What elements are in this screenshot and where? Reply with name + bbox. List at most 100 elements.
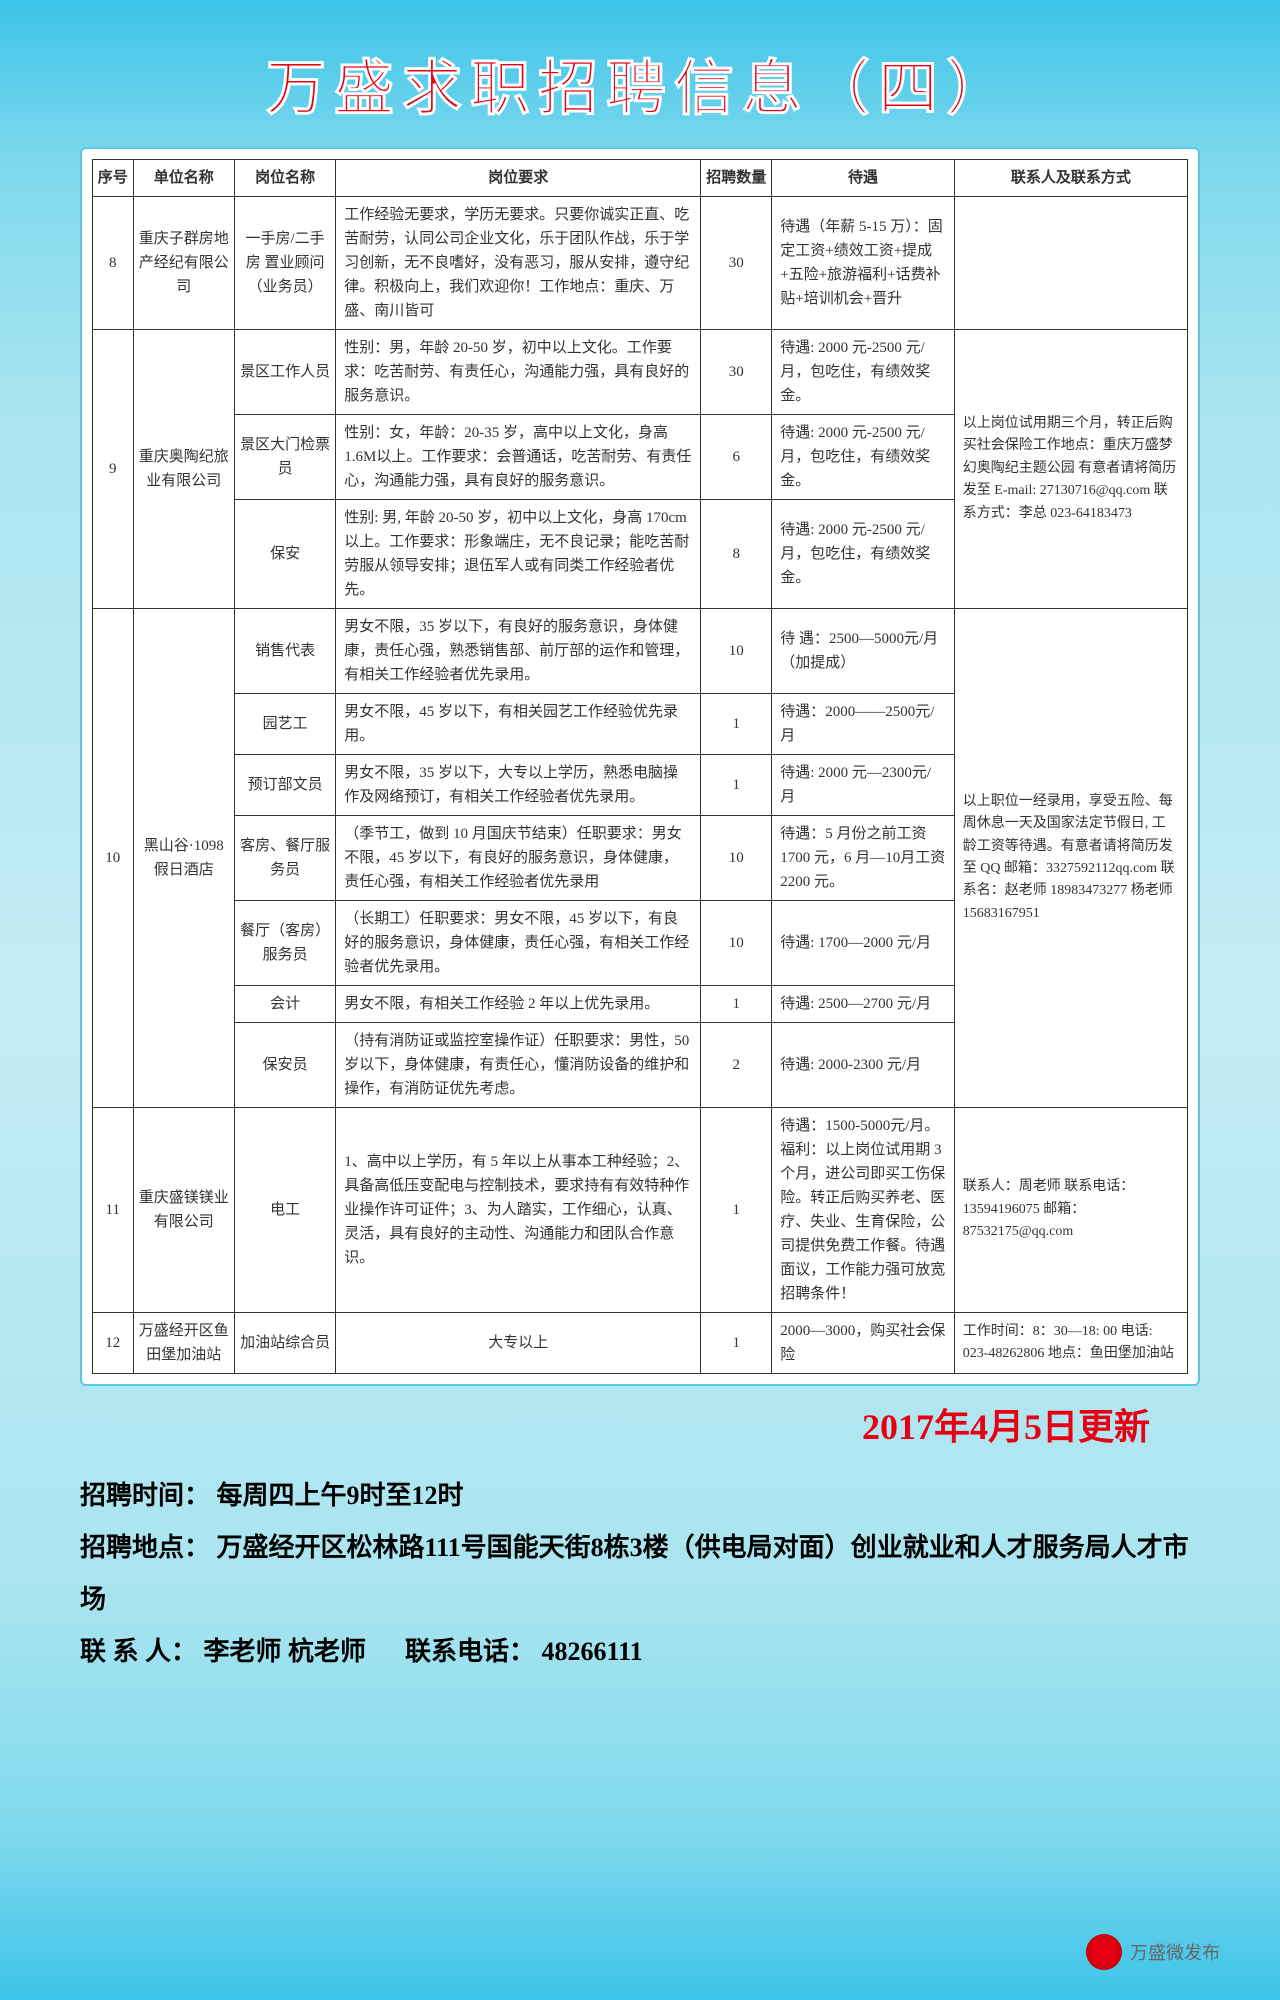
- wechat-name: 万盛微发布: [1130, 1939, 1220, 1965]
- table-row: 11 重庆盛镁镁业有限公司 电工 1、高中以上学历，有 5 年以上从事本工种经验…: [93, 1108, 1188, 1313]
- cell-num: 6: [701, 415, 772, 500]
- th-seq: 序号: [93, 160, 134, 197]
- footer-time: 招聘时间： 每周四上午9时至12时: [80, 1470, 1200, 1522]
- cell-seq: 12: [93, 1313, 134, 1374]
- cell-pos: 餐厅（客房）服务员: [234, 901, 335, 986]
- th-contact: 联系人及联系方式: [954, 160, 1187, 197]
- cell-seq: 10: [93, 609, 134, 1108]
- cell-num: 1: [701, 986, 772, 1023]
- page-title: 万盛求职招聘信息（四）: [60, 40, 1220, 127]
- cell-treat: 待遇: 2500—2700 元/月: [772, 986, 955, 1023]
- cell-req: 性别：男，年龄 20-50 岁，初中以上文化。工作要求：吃苦耐劳、有责任心，沟通…: [336, 330, 701, 415]
- cell-org: 万盛经开区鱼田堡加油站: [133, 1313, 234, 1374]
- cell-num: 10: [701, 816, 772, 901]
- cell-num: 1: [701, 694, 772, 755]
- cell-treat: 待遇（年薪 5-15 万）：固定工资+绩效工资+提成+五险+旅游福利+话费补贴+…: [772, 197, 955, 330]
- cell-num: 1: [701, 755, 772, 816]
- wechat-avatar-icon: [1086, 1934, 1122, 1970]
- footer-person: 联 系 人： 李老师 杭老师 联系电话： 48266111: [80, 1626, 1200, 1678]
- cell-pos: 销售代表: [234, 609, 335, 694]
- cell-contact: 工作时间：8：30—18: 00 电话: 023-48262806 地点：鱼田堡…: [954, 1313, 1187, 1374]
- cell-num: 10: [701, 609, 772, 694]
- cell-num: 2: [701, 1023, 772, 1108]
- recruitment-table: 序号 单位名称 岗位名称 岗位要求 招聘数量 待遇 联系人及联系方式 8 重庆子…: [92, 159, 1188, 1374]
- cell-contact: 以上岗位试用期三个月，转正后购买社会保险工作地点：重庆万盛梦幻奥陶纪主题公园 有…: [954, 330, 1187, 609]
- footer-info: 招聘时间： 每周四上午9时至12时 招聘地点： 万盛经开区松林路111号国能天街…: [80, 1470, 1200, 1678]
- cell-org: 重庆盛镁镁业有限公司: [133, 1108, 234, 1313]
- cell-num: 10: [701, 901, 772, 986]
- table-header-row: 序号 单位名称 岗位名称 岗位要求 招聘数量 待遇 联系人及联系方式: [93, 160, 1188, 197]
- cell-seq: 11: [93, 1108, 134, 1313]
- cell-num: 1: [701, 1108, 772, 1313]
- th-req: 岗位要求: [336, 160, 701, 197]
- cell-treat: 待遇: 2000 元-2500 元/月，包吃住，有绩效奖金。: [772, 415, 955, 500]
- th-pos: 岗位名称: [234, 160, 335, 197]
- cell-treat: 待遇: 2000-2300 元/月: [772, 1023, 955, 1108]
- cell-req: 男女不限，45 岁以下，有相关园艺工作经验优先录用。: [336, 694, 701, 755]
- cell-pos: 预订部文员: [234, 755, 335, 816]
- cell-treat: 待遇: 2000 元-2500 元/月，包吃住，有绩效奖金。: [772, 500, 955, 609]
- cell-org: 重庆奥陶纪旅业有限公司: [133, 330, 234, 609]
- table-row: 9 重庆奥陶纪旅业有限公司 景区工作人员 性别：男，年龄 20-50 岁，初中以…: [93, 330, 1188, 415]
- footer-person-label: 联 系 人：: [80, 1626, 197, 1678]
- poster-container: 万盛求职招聘信息（四） 序号 单位名称 岗位名称 岗位要求 招聘数量 待遇 联系…: [0, 0, 1280, 2000]
- cell-pos: 保安: [234, 500, 335, 609]
- th-num: 招聘数量: [701, 160, 772, 197]
- th-treat: 待遇: [772, 160, 955, 197]
- footer-phone-label: 联系电话：: [405, 1626, 535, 1678]
- footer-phone-value: 48266111: [542, 1637, 643, 1666]
- cell-contact: [954, 197, 1187, 330]
- cell-num: 1: [701, 1313, 772, 1374]
- cell-req: 工作经验无要求，学历无要求。只要你诚实正直、吃苦耐劳，认同公司企业文化，乐于团队…: [336, 197, 701, 330]
- table-row: 10 黑山谷·1098假日酒店 销售代表 男女不限，35 岁以下，有良好的服务意…: [93, 609, 1188, 694]
- cell-pos: 一手房/二手房 置业顾问（业务员）: [234, 197, 335, 330]
- th-org: 单位名称: [133, 160, 234, 197]
- footer-person-value: 李老师 杭老师: [204, 1637, 367, 1666]
- cell-req: （持有消防证或监控室操作证）任职要求：男性，50 岁以下，身体健康，有责任心，懂…: [336, 1023, 701, 1108]
- cell-req: 大专以上: [336, 1313, 701, 1374]
- footer-addr: 招聘地点： 万盛经开区松林路111号国能天街8栋3楼（供电局对面）创业就业和人才…: [80, 1522, 1200, 1626]
- cell-req: 1、高中以上学历，有 5 年以上从事本工种经验；2、具备高低压变配电与控制技术，…: [336, 1108, 701, 1313]
- cell-num: 30: [701, 197, 772, 330]
- cell-treat: 待遇: 1700—2000 元/月: [772, 901, 955, 986]
- update-date: 2017年4月5日更新: [60, 1398, 1150, 1450]
- cell-req: 性别: 男, 年龄 20-50 岁，初中以上文化，身高 170cm 以上。工作要…: [336, 500, 701, 609]
- cell-treat: 待遇：1500-5000元/月。福利：以上岗位试用期 3 个月，进公司即买工伤保…: [772, 1108, 955, 1313]
- cell-treat: 待遇: 2000 元—2300元/月: [772, 755, 955, 816]
- cell-req: 男女不限，有相关工作经验 2 年以上优先录用。: [336, 986, 701, 1023]
- cell-req: 性别：女，年龄：20-35 岁，高中以上文化，身高 1.6M以上。工作要求：会普…: [336, 415, 701, 500]
- cell-pos: 客房、餐厅服务员: [234, 816, 335, 901]
- footer-time-value: 每周四上午9时至12时: [217, 1481, 464, 1510]
- cell-treat: 待 遇：2500—5000元/月（加提成）: [772, 609, 955, 694]
- cell-pos: 保安员: [234, 1023, 335, 1108]
- cell-treat: 待遇：5 月份之前工资 1700 元，6 月—10月工资 2200 元。: [772, 816, 955, 901]
- cell-pos: 电工: [234, 1108, 335, 1313]
- cell-pos: 加油站综合员: [234, 1313, 335, 1374]
- cell-req: （季节工，做到 10 月国庆节结束）任职要求：男女不限，45 岁以下，有良好的服…: [336, 816, 701, 901]
- cell-treat: 2000—3000，购买社会保险: [772, 1313, 955, 1374]
- cell-num: 30: [701, 330, 772, 415]
- cell-seq: 9: [93, 330, 134, 609]
- wechat-badge: 万盛微发布: [1086, 1934, 1220, 1970]
- footer-addr-label: 招聘地点：: [80, 1522, 210, 1574]
- cell-contact: 以上职位一经录用，享受五险、每周休息一天及国家法定节假日, 工龄工资等待遇。有意…: [954, 609, 1187, 1108]
- cell-pos: 园艺工: [234, 694, 335, 755]
- cell-seq: 8: [93, 197, 134, 330]
- cell-req: （长期工）任职要求：男女不限，45 岁以下，有良好的服务意识，身体健康，责任心强…: [336, 901, 701, 986]
- cell-req: 男女不限，35 岁以下，大专以上学历，熟悉电脑操作及网络预订，有相关工作经验者优…: [336, 755, 701, 816]
- table-row: 8 重庆子群房地产经纪有限公司 一手房/二手房 置业顾问（业务员） 工作经验无要…: [93, 197, 1188, 330]
- cell-contact: 联系人：周老师 联系电话：13594196075 邮箱：87532175@qq.…: [954, 1108, 1187, 1313]
- cell-org: 重庆子群房地产经纪有限公司: [133, 197, 234, 330]
- cell-num: 8: [701, 500, 772, 609]
- footer-time-label: 招聘时间：: [80, 1470, 210, 1522]
- cell-pos: 会计: [234, 986, 335, 1023]
- cell-req: 男女不限，35 岁以下，有良好的服务意识，身体健康，责任心强，熟悉销售部、前厅部…: [336, 609, 701, 694]
- table-container: 序号 单位名称 岗位名称 岗位要求 招聘数量 待遇 联系人及联系方式 8 重庆子…: [80, 147, 1200, 1386]
- table-row: 12 万盛经开区鱼田堡加油站 加油站综合员 大专以上 1 2000—3000，购…: [93, 1313, 1188, 1374]
- cell-treat: 待遇: 2000 元-2500 元/月，包吃住，有绩效奖金。: [772, 330, 955, 415]
- cell-pos: 景区工作人员: [234, 330, 335, 415]
- footer-addr-value: 万盛经开区松林路111号国能天街8栋3楼（供电局对面）创业就业和人才服务局人才市…: [80, 1533, 1189, 1614]
- cell-org: 黑山谷·1098假日酒店: [133, 609, 234, 1108]
- cell-treat: 待遇：2000——2500元/月: [772, 694, 955, 755]
- cell-pos: 景区大门检票员: [234, 415, 335, 500]
